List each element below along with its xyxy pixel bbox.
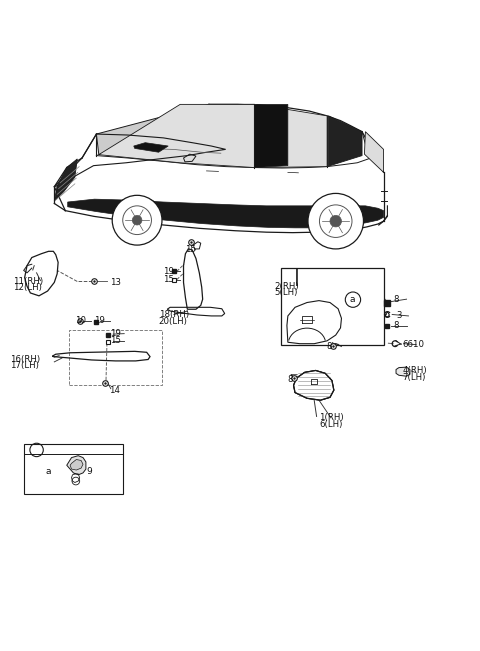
- Text: 3: 3: [396, 311, 402, 320]
- Text: 19: 19: [163, 267, 174, 276]
- Polygon shape: [134, 143, 168, 152]
- Polygon shape: [67, 456, 86, 475]
- Polygon shape: [328, 116, 362, 166]
- Text: 8: 8: [326, 342, 332, 351]
- Bar: [24, 444, 123, 494]
- Polygon shape: [68, 199, 384, 228]
- Text: 10: 10: [75, 316, 86, 326]
- Polygon shape: [294, 370, 334, 400]
- Text: 15: 15: [185, 245, 196, 255]
- Circle shape: [132, 215, 142, 225]
- Polygon shape: [96, 104, 254, 155]
- Text: 6(LH): 6(LH): [319, 420, 342, 429]
- Text: 14: 14: [109, 385, 120, 395]
- Text: 18(RH): 18(RH): [158, 310, 189, 319]
- Text: 11(RH): 11(RH): [12, 277, 43, 286]
- Polygon shape: [257, 104, 327, 167]
- Circle shape: [308, 193, 363, 249]
- Polygon shape: [54, 159, 77, 201]
- Polygon shape: [254, 104, 288, 167]
- Text: 15: 15: [163, 275, 174, 284]
- Text: 12(LH): 12(LH): [12, 283, 42, 292]
- Text: 17(LH): 17(LH): [10, 361, 39, 370]
- Text: a: a: [45, 467, 51, 476]
- Text: 16(RH): 16(RH): [10, 355, 40, 363]
- Circle shape: [112, 195, 162, 245]
- Text: 5(LH): 5(LH): [275, 288, 298, 298]
- Text: 6610: 6610: [403, 340, 425, 349]
- Polygon shape: [70, 460, 83, 470]
- Text: 7(LH): 7(LH): [403, 372, 426, 381]
- Text: 15: 15: [110, 337, 121, 345]
- Text: 8: 8: [393, 321, 399, 330]
- Bar: [281, 268, 384, 344]
- Text: 20(LH): 20(LH): [158, 317, 188, 326]
- Text: 19: 19: [110, 329, 120, 338]
- Text: 8: 8: [287, 374, 292, 383]
- Text: 9: 9: [86, 467, 92, 476]
- Text: 2(RH): 2(RH): [275, 282, 299, 291]
- Text: 13: 13: [110, 278, 121, 287]
- Polygon shape: [99, 104, 254, 167]
- Text: 19: 19: [94, 316, 105, 326]
- Polygon shape: [364, 132, 384, 173]
- Circle shape: [330, 215, 341, 227]
- Polygon shape: [396, 367, 410, 376]
- Bar: [69, 330, 162, 385]
- Text: a: a: [349, 295, 355, 304]
- Text: 4(RH): 4(RH): [403, 366, 427, 375]
- Text: 8: 8: [393, 295, 399, 303]
- Text: 1(RH): 1(RH): [319, 413, 344, 422]
